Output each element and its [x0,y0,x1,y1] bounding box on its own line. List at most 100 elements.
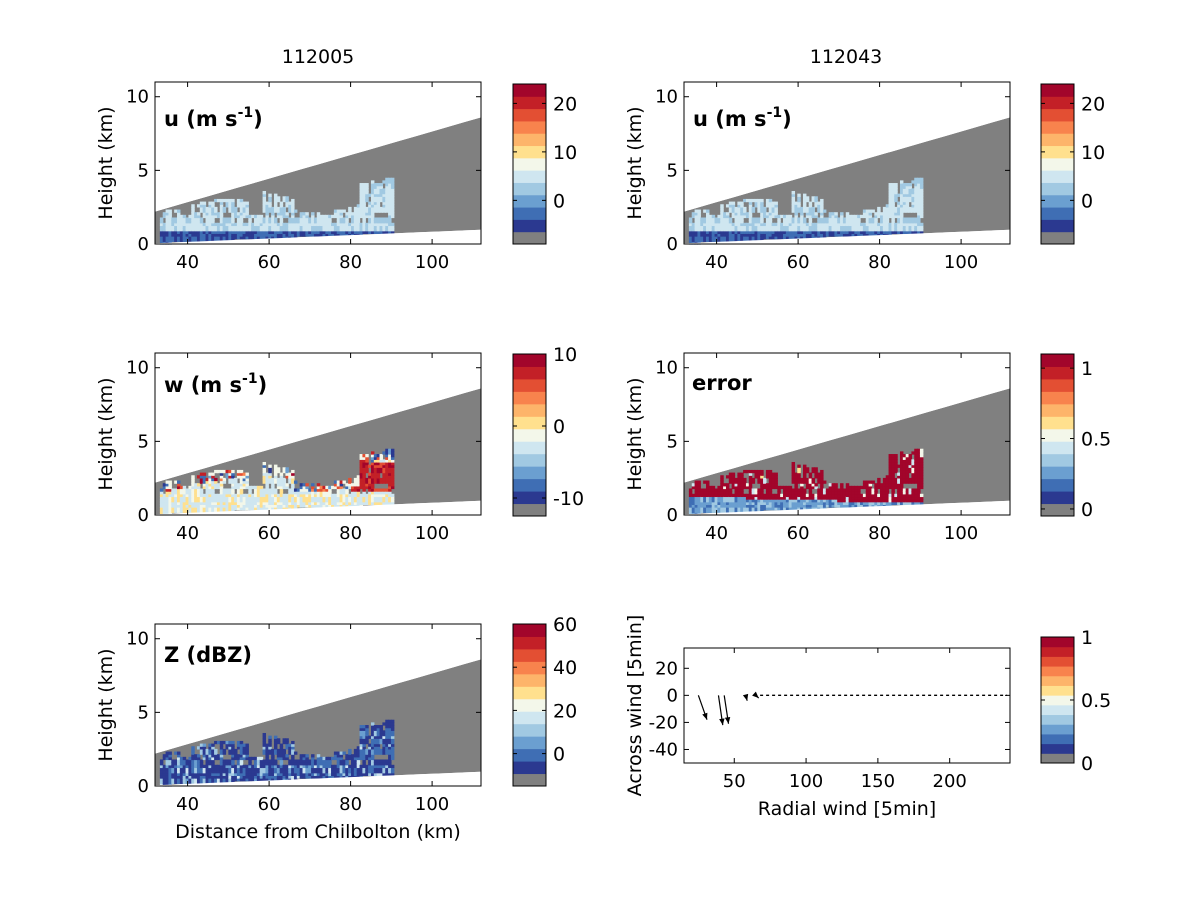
data-cell [279,209,284,213]
data-cell [894,188,898,192]
data-cell [351,759,355,763]
data-cell [697,507,701,511]
data-cell [188,509,192,513]
data-cell [268,220,272,224]
data-cell [282,770,286,774]
data-cell [288,767,292,771]
data-cell [214,483,218,487]
data-cell [751,228,756,232]
data-cell [199,759,204,763]
data-cell [199,491,204,495]
data-cell [711,496,716,500]
data-cell [225,493,229,498]
data-cell [222,751,227,755]
data-cell [219,770,224,774]
data-cell [780,214,784,219]
data-cell [285,501,289,505]
data-cell [228,770,232,774]
data-cell [236,233,241,237]
data-cell [385,198,389,203]
data-cell [805,493,810,498]
data-cell [199,772,204,776]
data-cell [202,756,207,761]
data-cell [390,485,395,490]
data-cell [370,772,375,776]
data-cell [891,496,895,500]
data-cell [720,483,724,487]
data-cell [373,501,378,505]
data-cell [279,222,284,227]
data-cell [717,217,721,221]
data-cell [339,220,344,224]
data-cell [382,499,386,503]
data-cell [162,499,167,503]
data-cell [874,488,878,492]
data-cell [302,214,306,219]
data-cell [785,491,790,495]
x-tick-label: 100 [944,252,978,273]
data-cell [848,233,853,237]
data-cell [225,469,229,474]
data-cell [751,493,756,498]
data-cell [296,504,301,508]
data-cell [857,217,861,221]
data-cell [845,496,850,500]
data-cell [159,767,164,771]
data-cell [817,493,821,498]
data-cell [174,493,178,498]
data-cell [791,480,796,484]
data-cell [279,206,284,211]
colorbar-band [513,378,546,392]
data-cell [822,222,827,227]
data-cell [390,496,395,500]
data-cell [228,228,232,232]
data-cell [182,756,187,761]
data-cell [228,220,232,224]
data-cell [768,485,773,490]
data-cell [345,220,349,224]
data-cell [388,185,392,189]
data-cell [748,225,753,229]
data-cell [262,748,267,753]
data-cell [262,493,267,498]
data-cell [162,493,167,498]
data-cell [236,499,241,503]
data-cell [171,230,175,234]
data-cell [365,754,369,758]
data-cell [305,212,309,216]
data-cell [376,209,381,213]
data-cell [751,206,756,211]
data-cell [917,454,921,458]
data-cell [365,483,369,487]
data-cell [700,501,704,505]
data-cell [811,214,815,219]
data-cell [748,201,753,205]
data-cell [179,228,184,232]
data-cell [857,499,861,503]
data-cell [351,212,355,216]
data-cell [788,233,793,237]
data-cell [771,480,776,484]
data-cell [877,230,881,234]
data-cell [342,230,346,234]
y-tick-label: 5 [667,431,678,452]
data-cell [825,499,830,503]
data-cell [182,772,187,776]
data-cell [385,472,389,476]
data-cell [794,491,798,495]
data-cell [216,225,221,229]
data-cell [376,496,381,500]
data-cell [385,464,389,468]
data-cell [248,225,252,229]
data-cell [871,491,875,495]
data-cell [362,467,366,471]
data-cell [711,222,716,227]
data-cell [268,491,272,495]
data-cell [191,509,195,513]
data-cell [725,488,730,492]
data-cell [262,504,267,508]
data-cell [376,206,381,211]
data-cell [239,493,244,498]
data-cell [908,464,912,468]
data-cell [242,222,247,227]
